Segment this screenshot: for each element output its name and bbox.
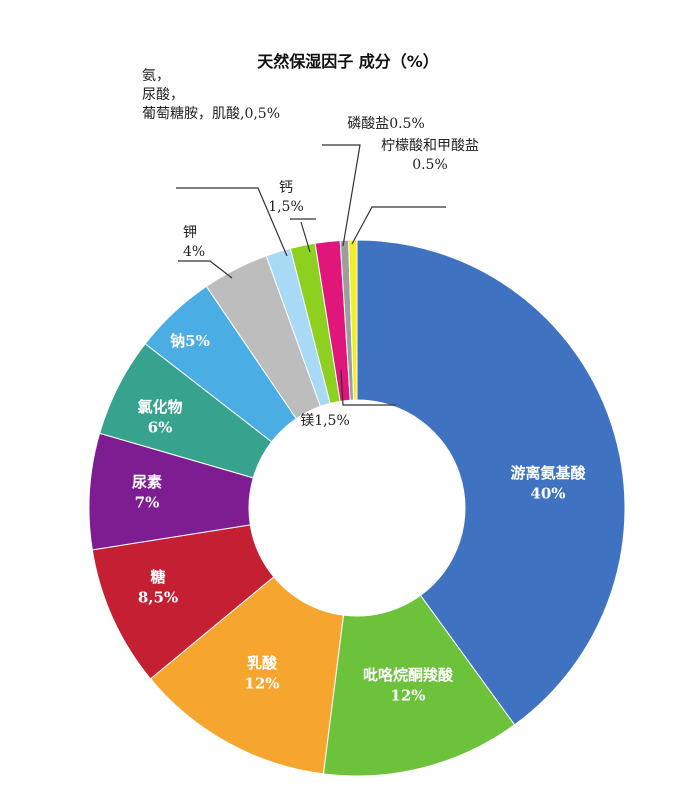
chart-title: 天然保湿因子 成分（%）: [257, 52, 439, 71]
label-amino: 游离氨基酸 40%: [510, 464, 586, 502]
label-potassium: 钾 4%: [183, 225, 205, 260]
label-citrate: 柠檬酸和甲酸盐 0.5%: [381, 138, 479, 173]
label-lactic: 乳酸 12%: [244, 654, 279, 692]
leader-magnesium: [340, 369, 396, 406]
label-misc: 氨，尿酸，葡萄糖胺，肌酸,0,5%: [142, 68, 280, 122]
leader-misc: [176, 187, 288, 257]
leader-citrate: [351, 206, 446, 245]
leader-phosphate: [322, 144, 361, 247]
labels-group: 游离氨基酸 40% 吡咯烷酮羧酸 12% 乳酸 12% 糖 8,5% 尿素 7% 氯化物 6% 钠5% 钾…: [132, 68, 587, 704]
label-sugar: 糖 8,5%: [138, 568, 178, 606]
label-pca: 吡咯烷酮羧酸 12%: [363, 666, 454, 704]
slice-citrate: [348, 239, 358, 401]
slices-group: [88, 239, 626, 777]
label-magnesium: 镁1,5%: [300, 413, 350, 429]
label-phosphate: 磷酸盐0.5%: [347, 116, 425, 132]
label-sodium: 钠5%: [170, 332, 210, 350]
slice-pca: [322, 594, 516, 777]
slice-amino: [356, 239, 626, 726]
slice-lactic: [149, 576, 345, 775]
label-calcium: 钙 1,5%: [268, 180, 304, 215]
leader-potassium: [178, 260, 233, 279]
label-urea: 尿素 7%: [132, 473, 162, 511]
leader-calcium-b: [300, 221, 311, 253]
label-chloride: 氯化物 6%: [137, 398, 182, 436]
